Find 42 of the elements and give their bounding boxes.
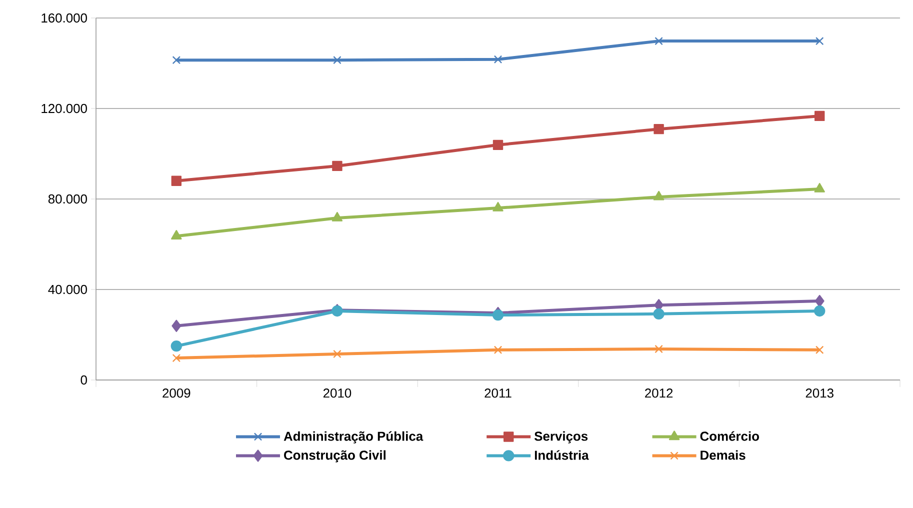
point [332,212,343,222]
point [494,346,502,354]
point [492,309,504,321]
point [171,230,182,240]
legend-label: Administração Pública [284,431,424,444]
x-tick-label: 2010 [323,388,352,398]
point [172,354,181,362]
y-tick-label: 40.000 [48,284,87,294]
point [815,346,824,354]
x-tick-label: 2009 [162,388,190,398]
point [814,182,825,192]
point [172,56,181,64]
point [172,320,182,332]
legend-label: Demais [700,450,746,460]
point [653,308,664,320]
point [492,202,504,212]
point [654,344,663,354]
point [494,55,502,64]
point [492,140,504,150]
point [170,340,182,352]
point [654,36,663,46]
x-tick-label: 2012 [645,388,673,398]
x-tick-label: 2013 [806,388,834,398]
y-tick-label: 80.000 [48,194,87,204]
point [332,160,342,172]
point [814,294,824,308]
legend-label: Construção Civil [284,450,386,462]
point [814,110,825,122]
point [333,56,342,64]
point [815,36,824,46]
point [653,190,664,200]
point [171,176,182,186]
point [654,124,664,134]
legend-label: Comércio [700,431,760,441]
point [333,350,342,358]
y-tick-label: 0 [80,375,87,385]
legend-label: Serviços [534,431,588,444]
point [814,305,826,317]
legend-label: Indústria [534,450,589,460]
y-tick-label: 120.000 [42,104,87,114]
y-tick-label: 160.000 [42,13,87,23]
x-tick-label: 2011 [484,388,512,398]
